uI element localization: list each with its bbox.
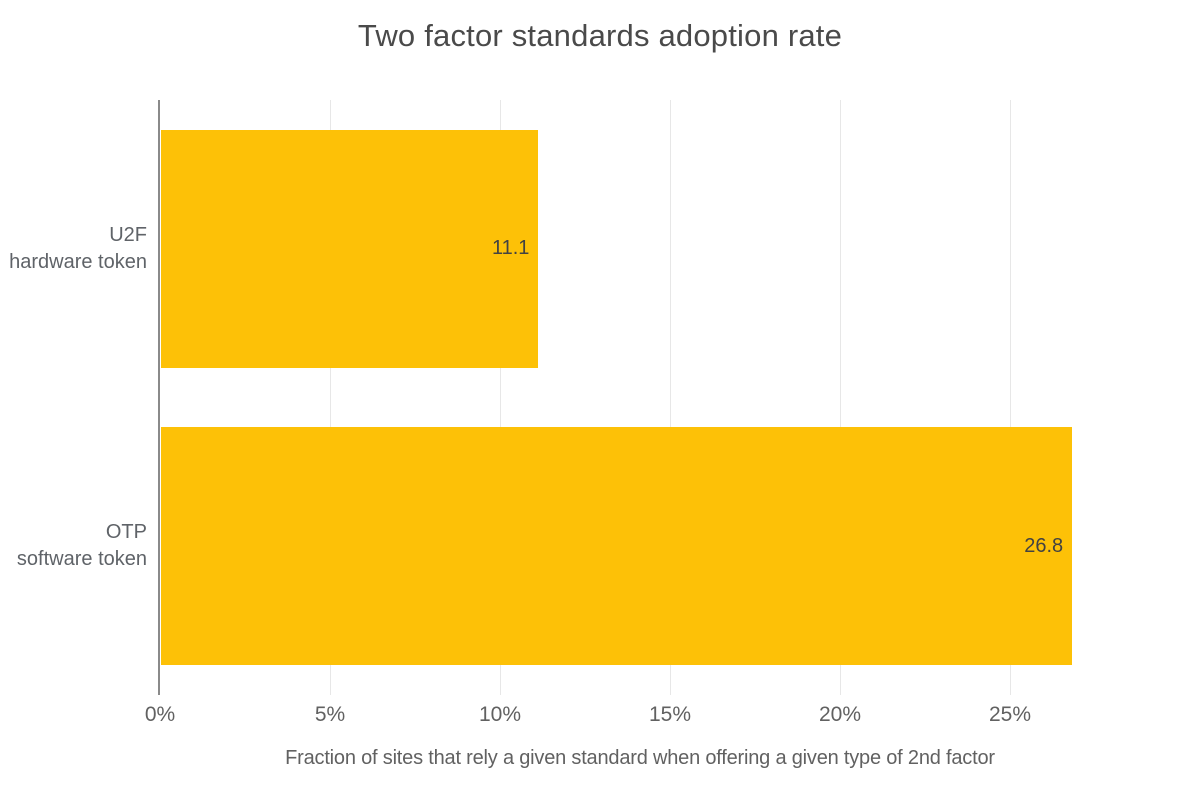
x-tick-label: 25% (988, 703, 1032, 726)
category-label: OTP software token (16, 521, 147, 571)
x-tick-label: 5% (314, 703, 346, 726)
category-label: U2F hardware token (9, 223, 147, 273)
bar: 11.1 (161, 129, 539, 368)
gridline (330, 100, 331, 695)
gridline (500, 100, 501, 695)
x-tick-label: 10% (478, 703, 522, 726)
bar-value-label: 11.1 (491, 237, 530, 260)
x-tick-label: 0% (144, 703, 176, 726)
gridline (670, 100, 671, 695)
bar-value-label: 26.8 (1024, 534, 1064, 557)
plot-area: 11.1 26.8 (158, 100, 1180, 695)
chart-title: Two factor standards adoption rate (357, 18, 843, 53)
gridline (1010, 100, 1011, 695)
x-tick-label: 20% (818, 703, 862, 726)
gridline (840, 100, 841, 695)
y-axis-line (158, 100, 160, 695)
x-tick-label: 15% (648, 703, 692, 726)
bar: 26.8 (161, 427, 1073, 666)
x-axis-title: Fraction of sites that rely a given stan… (285, 747, 995, 769)
